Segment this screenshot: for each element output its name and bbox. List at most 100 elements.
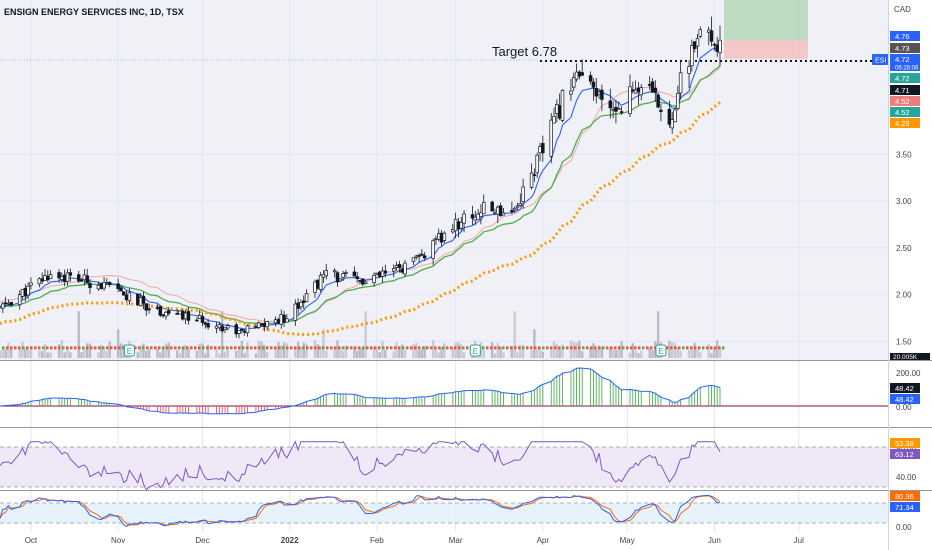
time-label: Dec (195, 536, 209, 545)
volume-bar (325, 350, 328, 358)
candle-body (96, 284, 101, 290)
candle-body (9, 301, 14, 306)
dot-marker (202, 346, 205, 350)
dot-marker (226, 346, 229, 350)
volume-bar (462, 352, 466, 358)
volume-bar (710, 353, 713, 358)
volume-bar (181, 346, 185, 358)
candle-body (453, 218, 458, 232)
dot-marker (578, 346, 581, 350)
candle-body (594, 87, 598, 97)
volume-bar (195, 350, 199, 358)
candle-body (144, 303, 149, 311)
time-label: May (620, 536, 635, 545)
volume-bar (364, 311, 367, 358)
volume-bar (66, 347, 69, 358)
dot-marker (146, 346, 149, 350)
dot-marker (534, 346, 537, 350)
position-zones[interactable]: ESI (0, 0, 888, 65)
price-grid (0, 0, 888, 532)
price-badge (890, 31, 920, 41)
candle-body (690, 45, 694, 67)
volume-bar (648, 347, 651, 358)
price-badges: 4.76 4.73 4.72 06:28:06 4.72 4.71 4.52 4.52 4.29… (890, 31, 930, 361)
volume-bar (437, 352, 440, 358)
dot-marker (370, 346, 373, 350)
volume-bar (260, 341, 263, 358)
volume-bar (617, 346, 620, 358)
dot-marker (38, 346, 41, 350)
candle-body (257, 322, 261, 328)
candle-body (442, 232, 447, 241)
volume-bar (218, 353, 221, 358)
dot-marker (566, 346, 569, 350)
dot-marker (394, 346, 397, 350)
dot-marker (506, 346, 509, 350)
dot-marker (78, 346, 81, 350)
volume-bar (277, 342, 280, 358)
candle-body (580, 72, 584, 76)
candle-body (498, 205, 503, 217)
dot-marker (438, 346, 441, 350)
target-annotation[interactable]: Target 6.78 (492, 44, 557, 59)
candle-body (715, 44, 719, 52)
price-badge-text: 4.73 (895, 44, 910, 53)
candlesticks[interactable] (0, 16, 722, 339)
dot-marker (286, 346, 289, 350)
candle-body (40, 278, 44, 282)
dot-marker (386, 346, 389, 350)
volume-bar (555, 343, 559, 358)
dot-marker (446, 346, 449, 350)
dot-marker (514, 346, 517, 350)
stoch-tick: 0.00 (896, 523, 912, 532)
candle-body (76, 274, 81, 282)
volume-bar (108, 341, 111, 358)
candle-body (321, 274, 326, 278)
dot-marker (346, 346, 349, 350)
candle-body (262, 323, 267, 327)
dot-marker (418, 346, 421, 350)
volume-bar (80, 352, 83, 358)
dot-marker (62, 346, 65, 350)
time-label: Feb (370, 536, 384, 545)
volume-bar (538, 347, 542, 358)
dot-marker (510, 346, 513, 350)
volume-bar (670, 342, 674, 358)
dot-marker (610, 346, 613, 350)
price-tick: 2.00 (896, 291, 912, 300)
candle-body (48, 274, 53, 279)
time-axis[interactable] (0, 532, 888, 550)
volume-bar (336, 340, 339, 358)
candle-body (439, 232, 444, 243)
candle-body (394, 265, 399, 268)
volume-bar (493, 353, 497, 358)
candle-body (420, 253, 424, 256)
volume-bar (201, 343, 204, 358)
dot-marker (590, 346, 593, 350)
dot-marker (630, 346, 633, 350)
time-label: Jun (708, 536, 721, 545)
candle-body (102, 282, 106, 289)
dot-marker (466, 346, 469, 350)
volume-bar (237, 349, 241, 358)
candle-body (653, 87, 658, 93)
target-label[interactable]: Target 6.78 (492, 44, 557, 59)
volume-bar (296, 341, 300, 358)
candle-body (695, 38, 700, 47)
volume-bar (175, 350, 179, 358)
volume-bar (122, 344, 125, 358)
dot-marker (498, 346, 501, 350)
candle-body (88, 282, 92, 288)
rsi-tick: 40.00 (896, 473, 917, 482)
volume-bar (375, 349, 379, 358)
dot-marker (90, 346, 93, 350)
volume-bar (85, 343, 89, 358)
volume-bar (147, 349, 151, 358)
volume-bar (156, 349, 159, 358)
dot-marker (294, 346, 297, 350)
